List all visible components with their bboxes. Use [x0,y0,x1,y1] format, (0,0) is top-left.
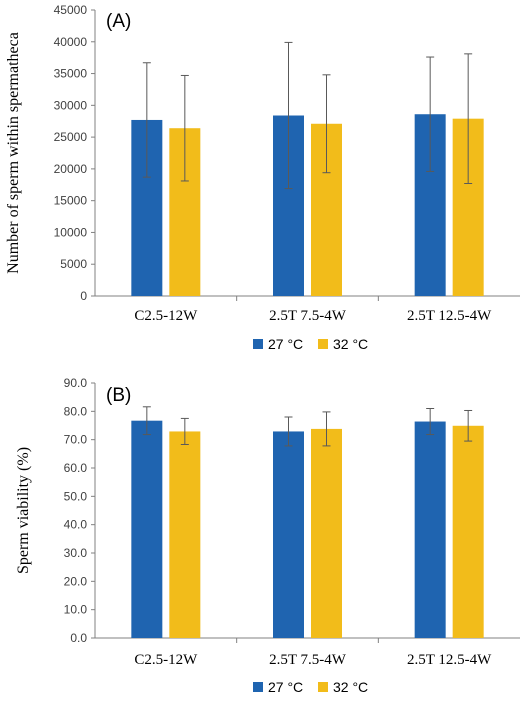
y-tick-label: 30.0 [64,546,88,560]
bar-32C-2 [452,425,484,638]
y-tick-label: 70.0 [64,433,88,447]
legend-label: 32 °C [333,679,368,695]
y-axis-title: Number of sperm within spermatheca [5,32,22,274]
y-tick-label: 50.0 [64,489,88,503]
bar-32C-0 [169,431,201,638]
y-tick-label: 20.0 [64,574,88,588]
y-tick-label: 80.0 [64,404,88,418]
y-tick-label: 10.0 [64,603,88,617]
legend-label: 27 °C [268,336,303,352]
y-tick-label: 90.0 [64,376,88,390]
y-tick-label: 0.0 [70,631,87,645]
y-tick-label: 35000 [54,67,88,81]
y-tick-label: 20000 [54,162,88,176]
y-tick-label: 5000 [60,257,87,271]
y-tick-label: 0 [80,289,87,303]
chart-panel-a: 0 5000 10000 15000 20000 25000 30000 35000 40000… [5,3,520,352]
category-label: C2.5-12W [134,652,198,668]
bar-27C-1 [273,431,304,638]
y-tick-label: 40000 [54,35,88,49]
legend-swatch [253,682,263,692]
legend-swatch [318,339,328,349]
category-label: C2.5-12W [134,308,198,324]
y-axis-title: Sperm viability (%) [15,447,32,574]
category-label: 2.5T 12.5-4W [407,308,492,324]
bar-32C-1 [311,428,342,638]
panel-label: (A) [106,11,131,32]
y-tick-label: 40.0 [64,518,88,532]
legend-swatch [253,339,263,349]
panel-label: (B) [106,385,131,406]
chart-panel-b: 0.0 10.0 20.0 30.0 40.0 50.0 60.0 70.0 80.0 90.0 C… [15,376,520,695]
legend-label: 32 °C [333,336,368,352]
category-label: 2.5T 12.5-4W [407,652,492,668]
y-tick-label: 60.0 [64,461,88,475]
y-tick-label: 30000 [54,98,88,112]
legend-label: 27 °C [268,679,303,695]
bar-27C-2 [414,421,446,638]
category-label: 2.5T 7.5-4W [269,652,347,668]
y-tick-label: 15000 [54,194,88,208]
bar-27C-0 [131,420,163,638]
y-tick-label: 45000 [54,3,88,17]
y-tick-label: 25000 [54,130,88,144]
legend-swatch [318,682,328,692]
category-label: 2.5T 7.5-4W [269,308,347,324]
y-tick-label: 10000 [54,225,88,239]
